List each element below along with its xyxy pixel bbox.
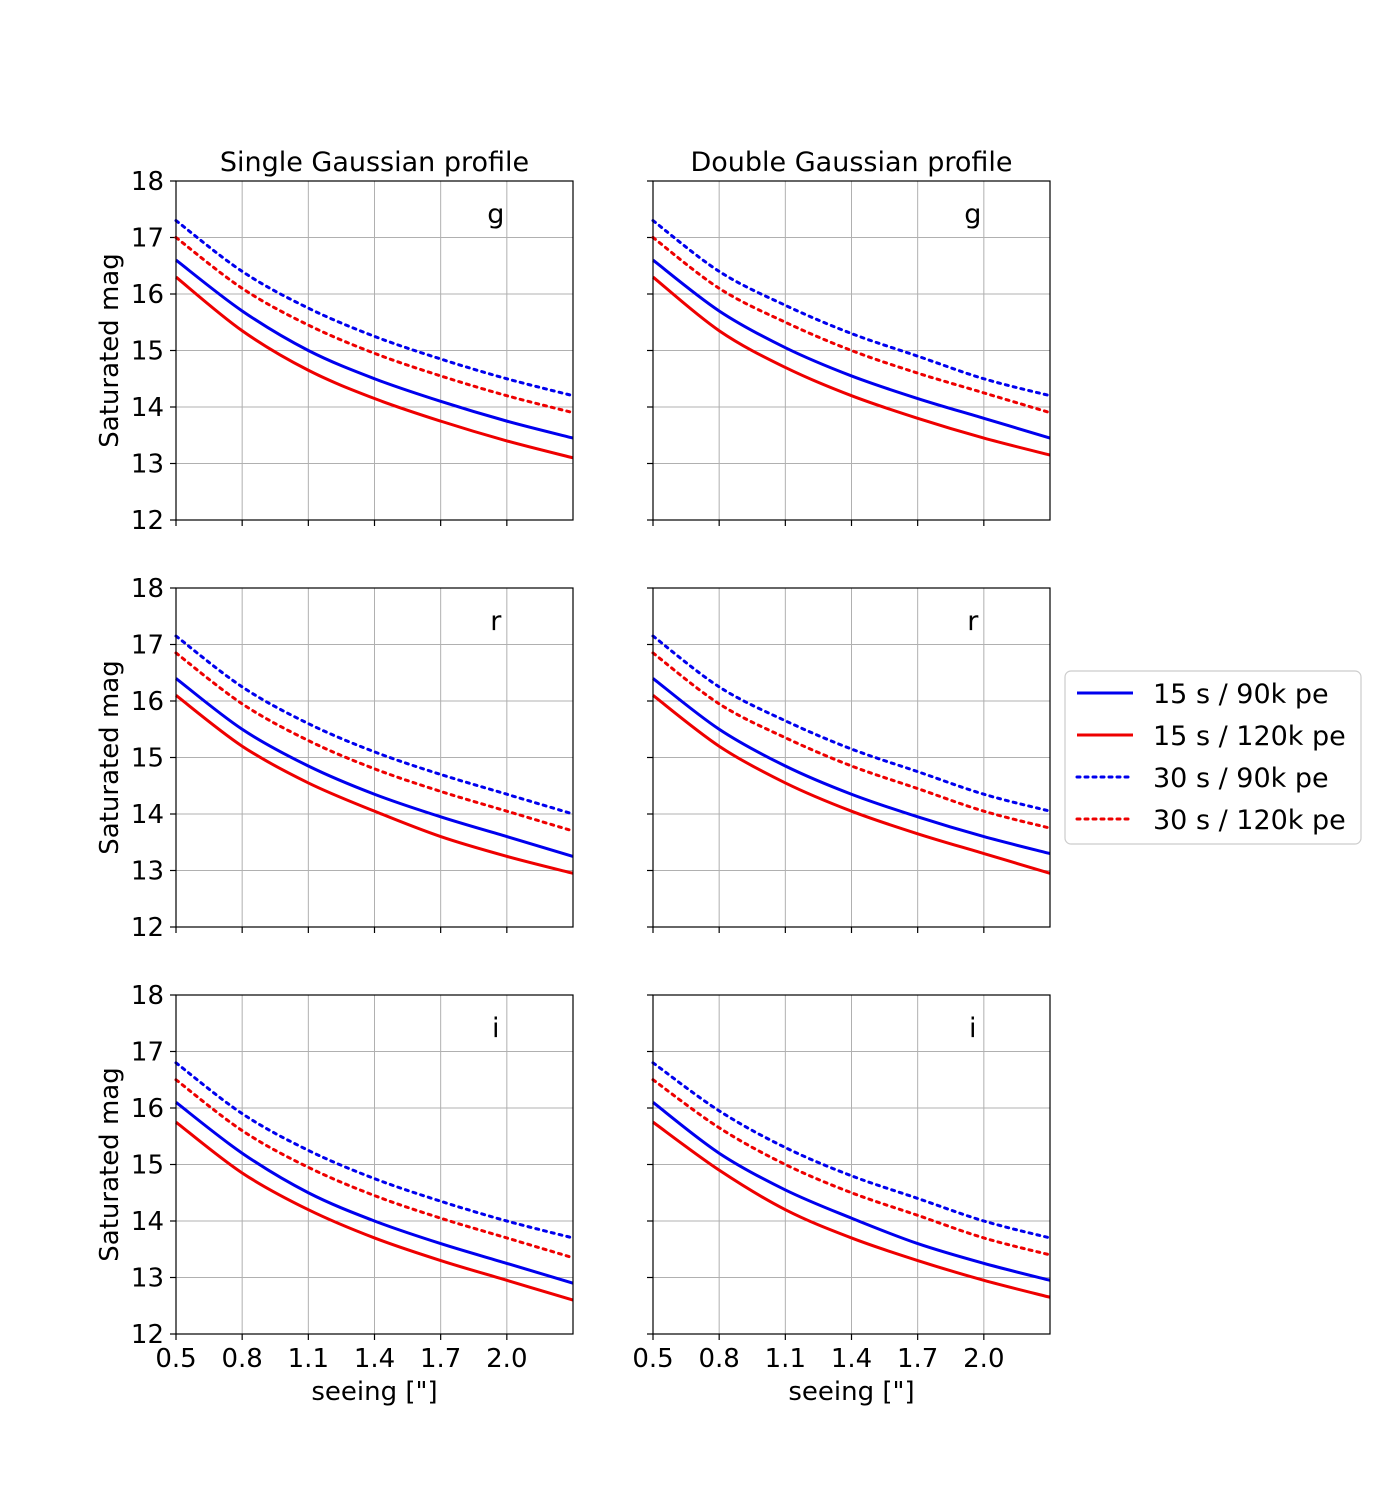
legend-label: 30 s / 90k pe (1153, 763, 1329, 794)
y-tick-label: 18 (131, 167, 164, 197)
series-line-0 (652, 677, 1051, 856)
y-tick-label: 16 (131, 280, 164, 310)
y-axis-label: Saturated mag (95, 660, 125, 854)
panel-r-double: r (647, 587, 1052, 933)
panel-frame (175, 180, 574, 521)
panel-frame (652, 180, 1051, 521)
x-axis-label: seeing ["] (311, 1377, 437, 1407)
x-axis-label: seeing ["] (788, 1377, 914, 1407)
y-tick-label: 18 (131, 981, 164, 1011)
band-label: r (490, 606, 502, 637)
panel-frame (652, 994, 1051, 1335)
x-tick-label: 1.4 (831, 1344, 872, 1374)
panel-frame (175, 587, 574, 928)
band-label: i (969, 1013, 977, 1044)
y-tick-label: 15 (131, 337, 164, 367)
x-tick-label: 2.0 (963, 1344, 1004, 1374)
y-tick-label: 15 (131, 1151, 164, 1181)
panel-frame (652, 587, 1051, 928)
y-tick-label: 18 (131, 574, 164, 604)
legend-box (1064, 670, 1362, 845)
series-line-2 (651, 634, 1052, 813)
y-tick-label: 12 (131, 1320, 164, 1350)
y-tick-label: 13 (131, 450, 164, 480)
y-tick-label: 16 (131, 1094, 164, 1124)
y-tick-label: 15 (131, 744, 164, 774)
series-line-2 (651, 219, 1052, 398)
series-line-1 (175, 1120, 574, 1302)
y-tick-label: 13 (131, 857, 164, 887)
series-line-3 (651, 651, 1052, 830)
series-line-2 (651, 1061, 1052, 1240)
series-line-0 (175, 677, 574, 858)
grid-lines (652, 180, 1050, 521)
legend-label: 15 s / 120k pe (1153, 721, 1346, 752)
panel-i-double: i 0.5 0.8 1.1 1.4 1.7 2.0 seeing ["] (632, 994, 1052, 1407)
legend-label: 15 s / 90k pe (1153, 679, 1329, 710)
legend-label: 30 s / 120k pe (1153, 805, 1346, 836)
band-label: r (967, 606, 979, 637)
grid-lines (175, 180, 573, 521)
column-title: Double Gaussian profile (691, 147, 1013, 178)
series-line-2 (174, 1061, 575, 1240)
band-label: g (487, 199, 504, 230)
y-tick-label: 12 (131, 913, 164, 943)
series-line-0 (652, 1101, 1051, 1282)
column-title: Single Gaussian profile (220, 147, 529, 178)
x-tick-label: 2.0 (486, 1344, 527, 1374)
y-tick-label: 17 (131, 224, 164, 254)
panel-frame (175, 994, 574, 1335)
x-tick-label: 0.5 (155, 1344, 196, 1374)
x-tick-label: 1.1 (288, 1344, 329, 1374)
series-line-1 (175, 275, 574, 460)
y-tick-label: 12 (131, 506, 164, 536)
x-tick-label: 1.4 (354, 1344, 395, 1374)
band-label: i (492, 1013, 500, 1044)
x-tick-label: 1.1 (765, 1344, 806, 1374)
y-tick-label: 13 (131, 1264, 164, 1294)
series-line-0 (175, 258, 574, 440)
series-line-2 (174, 634, 575, 816)
panel-r-single: r 12 13 14 15 16 17 18 Saturated mag (95, 574, 575, 943)
series-line-0 (652, 258, 1051, 440)
series-line-3 (651, 236, 1052, 415)
panels-group: g 12 13 14 15 16 17 18 Saturated mag Single Gauss… (95, 147, 1052, 1407)
series-line-3 (174, 236, 575, 415)
y-tick-label: 14 (131, 800, 164, 830)
panel-g-double: g Double Gaussian profile (647, 147, 1052, 526)
y-tick-label: 17 (131, 631, 164, 661)
series-line-3 (651, 1078, 1052, 1257)
x-tick-label: 0.8 (698, 1344, 739, 1374)
y-tick-label: 14 (131, 393, 164, 423)
series-line-1 (652, 694, 1051, 875)
x-tick-label: 1.7 (420, 1344, 461, 1374)
x-tick-label: 1.7 (897, 1344, 938, 1374)
series-line-0 (175, 1101, 574, 1285)
panel-i-single: i 12 13 14 15 16 17 18 Saturated mag 0.5 0.8 1.1 1.4… (95, 981, 575, 1407)
x-tick-label: 0.8 (221, 1344, 262, 1374)
y-tick-label: 16 (131, 687, 164, 717)
y-tick-label: 17 (131, 1038, 164, 1068)
y-axis-label: Saturated mag (95, 1067, 125, 1261)
series-line-1 (652, 1120, 1051, 1299)
legend: 15 s / 90k pe 15 s / 120k pe 30 s / 90k pe… (1064, 670, 1362, 845)
series-line-3 (174, 651, 575, 833)
grid-lines (175, 587, 573, 928)
panel-g-single: g 12 13 14 15 16 17 18 Saturated mag Single Gauss… (95, 147, 575, 536)
series-line-2 (174, 219, 575, 398)
y-tick-label: 14 (131, 1207, 164, 1237)
grid-lines (652, 587, 1050, 928)
series-line-1 (175, 694, 574, 875)
y-axis-label: Saturated mag (95, 253, 125, 447)
band-label: g (964, 199, 981, 230)
x-tick-label: 0.5 (632, 1344, 673, 1374)
series-line-3 (174, 1078, 575, 1260)
series-line-1 (652, 275, 1051, 457)
